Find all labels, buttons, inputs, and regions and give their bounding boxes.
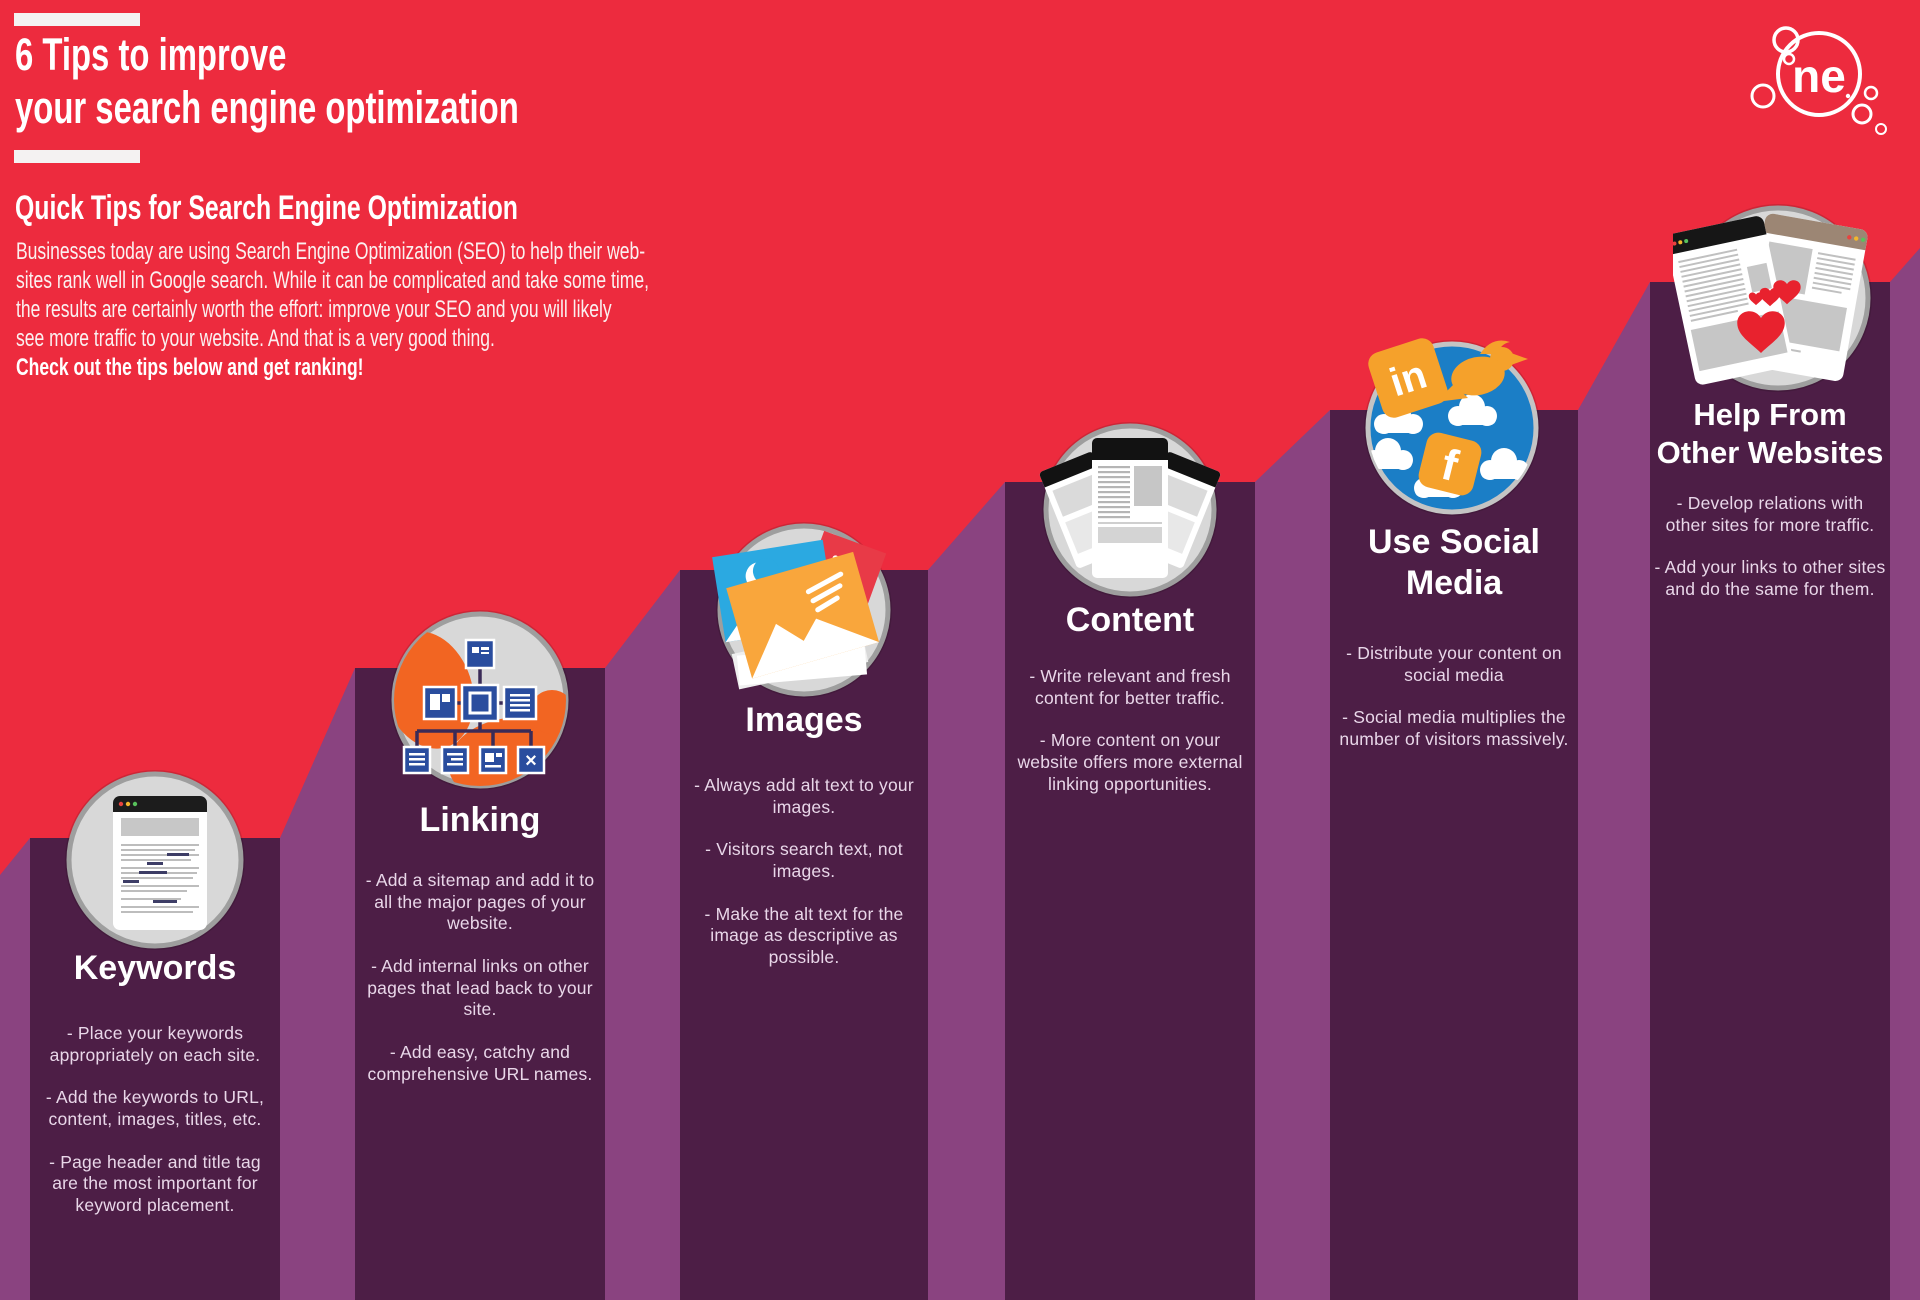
tip-text: - Social media multiplies the number of … (1339, 707, 1569, 750)
tip-text: - Develop relations with other sites for… (1665, 493, 1875, 535)
page-title: 6 Tips to improve your search engine opt… (15, 28, 705, 134)
step-title-content: Content (1065, 601, 1195, 639)
step-bullets-images: - Always add alt text to your images. - … (684, 775, 924, 990)
linked-websites-icon (1673, 204, 1872, 392)
logo-text: ne (1792, 50, 1846, 102)
tip-text: - Visitors search text, not images. (705, 839, 903, 882)
tip-text: - Add internal links on other pages that… (367, 956, 593, 1020)
ramp-3 (928, 482, 1005, 1300)
step-title-keywords: Keywords (73, 949, 237, 987)
step-column-content (1005, 482, 1255, 1300)
tip-text: - More content on your website offers mo… (1017, 730, 1243, 794)
tip-text: - Add the keywords to URL, content, imag… (45, 1087, 265, 1130)
step-title-images: Images (745, 701, 863, 739)
section-title: Quick Tips for Search Engine Optimizatio… (15, 189, 518, 227)
webpage-keywords-icon (65, 770, 245, 950)
tip-text: - Distribute your content on social medi… (1346, 643, 1562, 685)
intro-call-to-action: Check out the tips below and get ranking… (16, 354, 364, 381)
linkedin-icon: in (1368, 338, 1448, 418)
ne-logo: ne (1750, 26, 1887, 135)
ramp-left-edge (0, 838, 30, 1300)
tip-text: - Add a sitemap and add it to all the ma… (365, 870, 595, 934)
ramp-1 (280, 668, 355, 1300)
tip-text: - Add your links to other sites and do t… (1654, 557, 1886, 600)
sitemap-links-icon: × (390, 610, 570, 790)
tip-text: - Add easy, catchy and comprehensive URL… (367, 1042, 593, 1084)
intro-line: the results are certainly worth the effo… (16, 296, 612, 323)
header-accent-bar-top (14, 13, 140, 26)
close-glyph: × (525, 750, 537, 772)
intro-line: sites rank well in Google search. While … (16, 267, 649, 294)
step-title-linking: Linking (419, 801, 541, 839)
step-bullets-social: - Distribute your content on social medi… (1334, 643, 1574, 772)
ramp-5 (1578, 282, 1650, 1300)
tip-text: - Always add alt text to your images. (694, 775, 914, 817)
tip-text: - Page header and title tag are the most… (49, 1151, 261, 1216)
step-bullets-keywords: - Place your keywords appropriately on e… (34, 1023, 276, 1238)
intro-line: Businesses today are using Search Engine… (16, 238, 646, 265)
facebook-icon: f (1418, 432, 1482, 496)
intro-line: see more traffic to your website. And th… (16, 325, 495, 352)
ramp-2 (605, 570, 680, 1300)
intro-paragraph: Businesses today are using Search Engine… (16, 237, 883, 382)
photos-stack-icon (712, 522, 892, 698)
highlighted-keywords (123, 853, 189, 903)
step-column-help (1650, 282, 1890, 1300)
page-title-line2: your search engine optimization (15, 82, 519, 133)
ramp-4 (1255, 410, 1330, 1300)
page-center (1092, 438, 1168, 578)
step-bullets-linking: - Add a sitemap and add it to all the ma… (359, 870, 601, 1107)
tip-text: - Make the alt text for the image as des… (704, 903, 904, 968)
hearts (1737, 280, 1801, 353)
step-title-social: Use Social Media (1368, 523, 1540, 603)
photo-orange-mountains (726, 551, 880, 679)
newspaper-icon (1039, 422, 1221, 598)
social-media-icon: in f (1364, 338, 1540, 516)
header-accent-bar-bottom (14, 150, 140, 163)
ramp-right-edge (1890, 248, 1920, 1300)
twitter-bird-icon (1436, 340, 1528, 402)
step-title-help: Help From Other Websites (1656, 397, 1884, 470)
step-bullets-help: - Develop relations with other sites for… (1654, 493, 1886, 622)
page-title-line1: 6 Tips to improve (15, 29, 287, 80)
step-column-social (1330, 410, 1578, 1300)
step-bullets-content: - Write relevant and fresh content for b… (1009, 666, 1251, 816)
tip-text: - Place your keywords appropriately on e… (49, 1023, 261, 1065)
tip-text: - Write relevant and fresh content for b… (1029, 666, 1231, 708)
